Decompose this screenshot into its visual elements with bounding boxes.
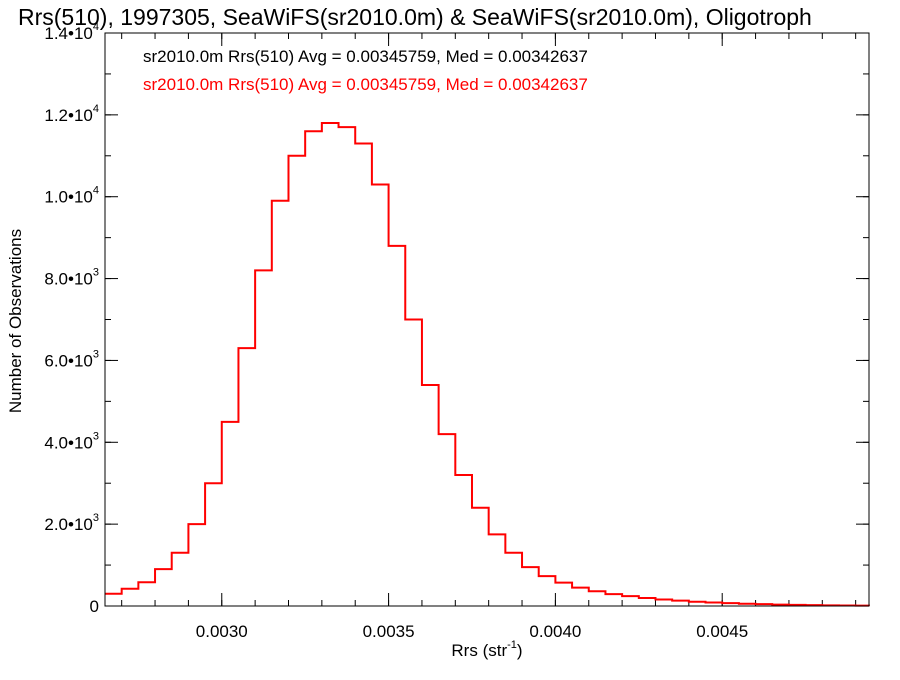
x-axis-label-suffix: ) [517, 641, 523, 660]
y-tick-label: 2.0•103 [44, 512, 99, 534]
legend-annotation: sr2010.0m Rrs(510) Avg = 0.00345759, Med… [143, 47, 588, 66]
x-tick-label: 0.0040 [529, 622, 581, 641]
y-tick-label-exponent: 4 [93, 21, 99, 33]
y-tick-label: 0 [90, 597, 99, 616]
y-tick-label-base: 1.2•10 [44, 106, 93, 125]
y-tick-label-base: 4.0•10 [44, 433, 93, 452]
y-tick-label: 1.0•104 [44, 185, 99, 207]
y-tick-label-base: 0 [90, 597, 99, 616]
y-tick-label-exponent: 3 [93, 430, 99, 442]
x-axis-label-text: Rrs (str [451, 641, 507, 660]
x-tick-label: 0.0030 [196, 622, 248, 641]
y-tick-label-exponent: 4 [93, 103, 99, 115]
x-tick-label: 0.0035 [363, 622, 415, 641]
x-axis-label-exponent: -1 [507, 639, 517, 651]
series-group [105, 122, 870, 607]
x-axis-label: Rrs (str-1) [451, 639, 522, 660]
y-tick-label-base: 6.0•10 [44, 351, 93, 370]
y-tick-label-exponent: 3 [93, 267, 99, 279]
y-tick-label: 1.4•104 [44, 21, 99, 43]
y-tick-label-base: 8.0•10 [44, 270, 93, 289]
y-tick-label-base: 2.0•10 [44, 515, 93, 534]
plot-frame [104, 32, 870, 607]
y-tick-label-exponent: 3 [93, 348, 99, 360]
legend-annotation: sr2010.0m Rrs(510) Avg = 0.00345759, Med… [143, 75, 588, 94]
y-tick-label: 6.0•103 [44, 348, 99, 370]
chart-title: Rrs(510), 1997305, SeaWiFS(sr2010.0m) & … [18, 4, 812, 30]
y-tick-label-base: 1.0•10 [44, 188, 93, 207]
y-tick-label: 8.0•103 [44, 267, 99, 289]
y-tick-label: 1.2•104 [44, 103, 99, 125]
y-tick-label-base: 1.4•10 [44, 24, 93, 43]
y-tick-label-exponent: 3 [93, 512, 99, 524]
x-tick-label: 0.0045 [696, 622, 748, 641]
legend-annotations: sr2010.0m Rrs(510) Avg = 0.00345759, Med… [143, 47, 588, 94]
axis-ticks [105, 32, 869, 607]
x-tick-labels: 0.0030 0.0035 0.0040 0.0045 [196, 622, 748, 641]
histogram-series-line [105, 122, 870, 607]
y-tick-label: 4.0•103 [44, 430, 99, 452]
y-tick-labels: 02.0•1034.0•1036.0•1038.0•1031.0•1041.2•… [44, 21, 99, 616]
y-tick-label-exponent: 4 [93, 185, 99, 197]
y-axis-label: Number of Observations [6, 229, 25, 413]
